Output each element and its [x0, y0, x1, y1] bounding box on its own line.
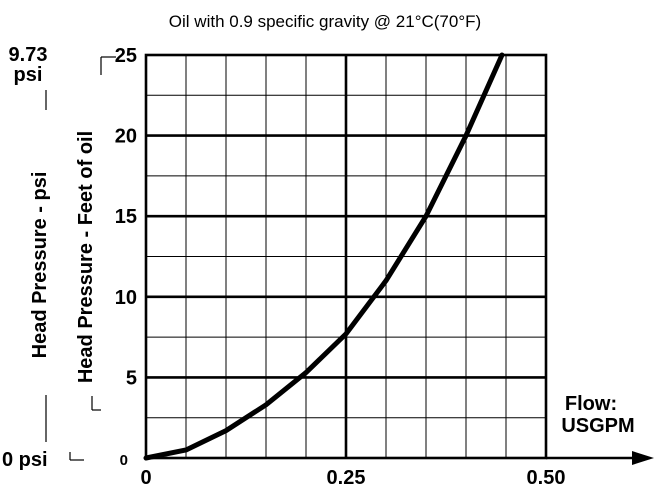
- y-tick-label: 20: [115, 126, 137, 148]
- y-tick-label: 10: [115, 287, 137, 309]
- chart-title: Oil with 0.9 specific gravity @ 21°C(70°…: [169, 12, 481, 31]
- x-tick-label: 0: [140, 467, 151, 487]
- x-axis-label-line1: Flow:: [565, 393, 617, 415]
- plot-frame: [144, 53, 548, 460]
- x-tick-label: 0.25: [327, 467, 366, 487]
- y-tick-label: 0: [120, 452, 128, 469]
- y-tick-label: 25: [115, 45, 137, 67]
- x-axis-label-line2: USGPM: [561, 415, 634, 437]
- secondary-bottom-label: 0 psi: [2, 449, 48, 471]
- x-axis-arrowhead: [632, 451, 654, 465]
- secondary-top-unit: psi: [14, 64, 43, 86]
- secondary-top-value: 9.73: [9, 44, 48, 66]
- y-tick-label: 15: [115, 206, 137, 228]
- y-axis-label-secondary: Head Pressure - psi: [29, 172, 51, 359]
- y-axis-label: Head Pressure - Feet of oil: [75, 131, 97, 383]
- x-tick-label: 0.50: [527, 467, 566, 487]
- y-tick-label: 5: [126, 367, 137, 389]
- series-line: [143, 52, 505, 461]
